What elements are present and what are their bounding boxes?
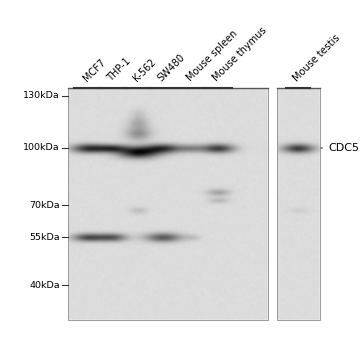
- Text: Mouse testis: Mouse testis: [291, 32, 342, 83]
- Text: 100kDa: 100kDa: [23, 144, 60, 153]
- Text: MCF7: MCF7: [81, 57, 107, 83]
- Text: Mouse spleen: Mouse spleen: [185, 28, 239, 83]
- Text: 40kDa: 40kDa: [30, 280, 60, 289]
- Text: SW480: SW480: [156, 52, 187, 83]
- Bar: [68, 88, 268, 320]
- Text: THP-1: THP-1: [105, 56, 132, 83]
- Text: 55kDa: 55kDa: [30, 232, 60, 241]
- Text: Mouse thymus: Mouse thymus: [211, 25, 269, 83]
- Bar: [277, 88, 320, 320]
- Text: 130kDa: 130kDa: [23, 91, 60, 100]
- Text: 70kDa: 70kDa: [30, 201, 60, 210]
- Text: CDC5L: CDC5L: [321, 143, 360, 153]
- Text: K-562: K-562: [131, 56, 157, 83]
